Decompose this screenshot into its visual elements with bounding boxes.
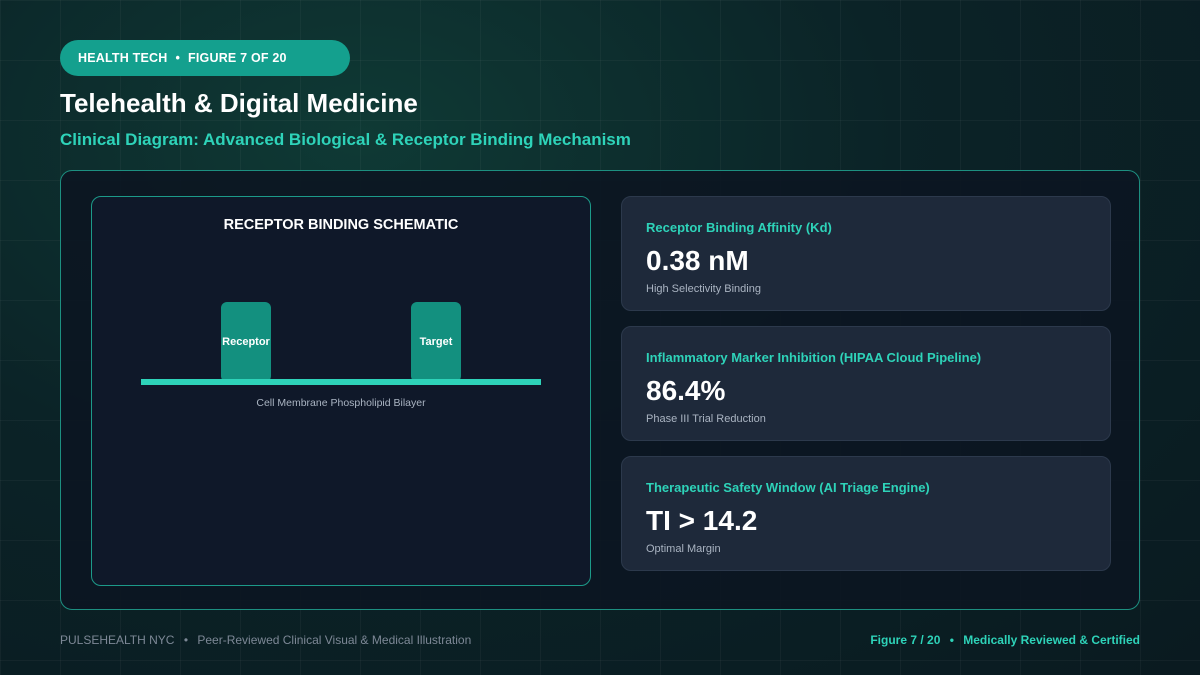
cell-membrane-line [141, 379, 541, 385]
main-panel: RECEPTOR BINDING SCHEMATIC Receptor Targ… [60, 170, 1140, 610]
target-block: Target [411, 302, 461, 382]
footer-right: Figure 7 / 20 • Medically Reviewed & Cer… [870, 633, 1140, 647]
membrane-label: Cell Membrane Phospholipid Bilayer [256, 397, 426, 409]
metric-value: TI > 14.2 [646, 505, 758, 536]
metric-card-marker-inhibition: Inflammatory Marker Inhibition (HIPAA Cl… [621, 326, 1111, 441]
metric-label: Receptor Binding Affinity (Kd) [646, 220, 832, 235]
schematic-title: RECEPTOR BINDING SCHEMATIC [223, 217, 459, 233]
page-subtitle: Clinical Diagram: Advanced Biological & … [60, 130, 631, 149]
receptor-block: Receptor [221, 302, 271, 382]
metric-label: Inflammatory Marker Inhibition (HIPAA Cl… [646, 350, 982, 365]
footer-brand: PULSEHEALTH NYC [60, 633, 175, 647]
footer-tagline: Peer-Reviewed Clinical Visual & Medical … [197, 633, 472, 647]
metric-note: Phase III Trial Reduction [646, 413, 766, 425]
pill-figure: FIGURE 7 OF 20 [188, 51, 287, 65]
category-pill: HEALTH TECH • FIGURE 7 OF 20 [60, 40, 350, 76]
receptor-label: Receptor [222, 336, 270, 348]
schematic-panel: RECEPTOR BINDING SCHEMATIC Receptor Targ… [91, 196, 591, 586]
metric-note: Optimal Margin [646, 543, 721, 555]
metric-value: 86.4% [646, 375, 726, 406]
footer-left: PULSEHEALTH NYC • Peer-Reviewed Clinical… [60, 633, 471, 647]
metric-card-safety-window: Therapeutic Safety Window (AI Triage Eng… [621, 456, 1111, 571]
metric-value: 0.38 nM [646, 245, 749, 276]
footer-separator: • [949, 633, 954, 647]
metric-card-binding-affinity: Receptor Binding Affinity (Kd) 0.38 nM H… [621, 196, 1111, 311]
metric-note: High Selectivity Binding [646, 283, 761, 295]
footer-certification: Medically Reviewed & Certified [963, 633, 1140, 647]
footer-separator: • [183, 633, 189, 647]
page-title: Telehealth & Digital Medicine [60, 88, 418, 118]
footer-figure: Figure 7 / 20 [870, 633, 941, 647]
pill-separator: • [175, 51, 181, 65]
metric-label: Therapeutic Safety Window (AI Triage Eng… [646, 480, 930, 495]
target-label: Target [419, 336, 453, 348]
pill-category: HEALTH TECH [78, 51, 168, 65]
